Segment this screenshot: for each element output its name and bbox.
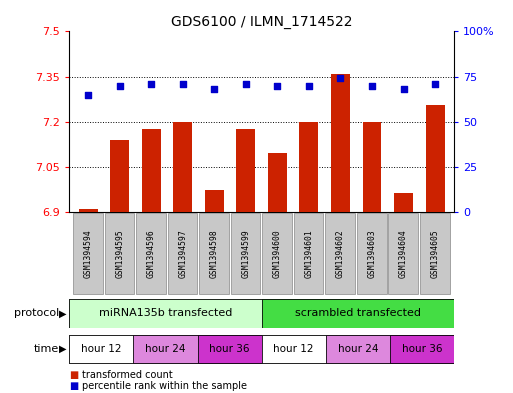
- Text: hour 24: hour 24: [338, 344, 378, 354]
- Bar: [168, 213, 198, 294]
- Bar: [236, 129, 255, 212]
- Bar: [326, 335, 390, 363]
- Bar: [262, 213, 292, 294]
- Bar: [133, 335, 198, 363]
- Text: GSM1394600: GSM1394600: [273, 229, 282, 278]
- Text: GSM1394599: GSM1394599: [241, 229, 250, 278]
- Bar: [325, 213, 355, 294]
- Bar: [205, 190, 224, 212]
- Text: scrambled transfected: scrambled transfected: [295, 309, 421, 318]
- Bar: [105, 213, 134, 294]
- Point: [273, 83, 282, 89]
- Point: [147, 81, 155, 87]
- Text: hour 12: hour 12: [81, 344, 122, 354]
- Text: GSM1394602: GSM1394602: [336, 229, 345, 278]
- Bar: [73, 213, 103, 294]
- Bar: [136, 213, 166, 294]
- Point: [368, 83, 376, 89]
- Text: protocol: protocol: [14, 309, 59, 318]
- Text: transformed count: transformed count: [82, 369, 173, 380]
- Bar: [426, 105, 445, 212]
- Bar: [173, 122, 192, 212]
- Bar: [110, 140, 129, 212]
- Text: hour 12: hour 12: [273, 344, 314, 354]
- Point: [242, 81, 250, 87]
- Bar: [420, 213, 449, 294]
- Text: percentile rank within the sample: percentile rank within the sample: [82, 381, 247, 391]
- Text: GSM1394601: GSM1394601: [304, 229, 313, 278]
- Text: hour 36: hour 36: [402, 344, 442, 354]
- Bar: [300, 122, 319, 212]
- Text: ■: ■: [69, 369, 78, 380]
- Point: [115, 83, 124, 89]
- Text: GSM1394598: GSM1394598: [210, 229, 219, 278]
- Text: ▶: ▶: [59, 309, 67, 318]
- Bar: [357, 213, 386, 294]
- Point: [400, 86, 408, 92]
- Bar: [390, 335, 454, 363]
- Text: miRNA135b transfected: miRNA135b transfected: [99, 309, 232, 318]
- Text: GSM1394595: GSM1394595: [115, 229, 124, 278]
- Bar: [363, 122, 382, 212]
- Text: GSM1394603: GSM1394603: [367, 229, 377, 278]
- Bar: [142, 129, 161, 212]
- Text: GSM1394594: GSM1394594: [84, 229, 93, 278]
- Bar: [394, 193, 413, 212]
- Bar: [198, 335, 262, 363]
- Text: ■: ■: [69, 381, 78, 391]
- Bar: [262, 335, 326, 363]
- Point: [210, 86, 219, 92]
- Point: [179, 81, 187, 87]
- Bar: [78, 209, 97, 212]
- Bar: [69, 299, 262, 328]
- Text: GSM1394604: GSM1394604: [399, 229, 408, 278]
- Bar: [69, 335, 133, 363]
- Text: GSM1394597: GSM1394597: [179, 229, 187, 278]
- Bar: [231, 213, 261, 294]
- Point: [305, 83, 313, 89]
- Text: hour 24: hour 24: [145, 344, 186, 354]
- Text: ▶: ▶: [59, 344, 67, 354]
- Point: [337, 75, 345, 82]
- Bar: [388, 213, 418, 294]
- Point: [84, 92, 92, 98]
- Text: hour 36: hour 36: [209, 344, 250, 354]
- Bar: [294, 213, 323, 294]
- Text: GSM1394605: GSM1394605: [430, 229, 440, 278]
- Bar: [331, 73, 350, 212]
- Title: GDS6100 / ILMN_1714522: GDS6100 / ILMN_1714522: [171, 15, 352, 29]
- Point: [431, 81, 439, 87]
- Bar: [268, 154, 287, 212]
- Text: time: time: [34, 344, 59, 354]
- Bar: [199, 213, 229, 294]
- Text: GSM1394596: GSM1394596: [147, 229, 156, 278]
- Bar: [262, 299, 454, 328]
